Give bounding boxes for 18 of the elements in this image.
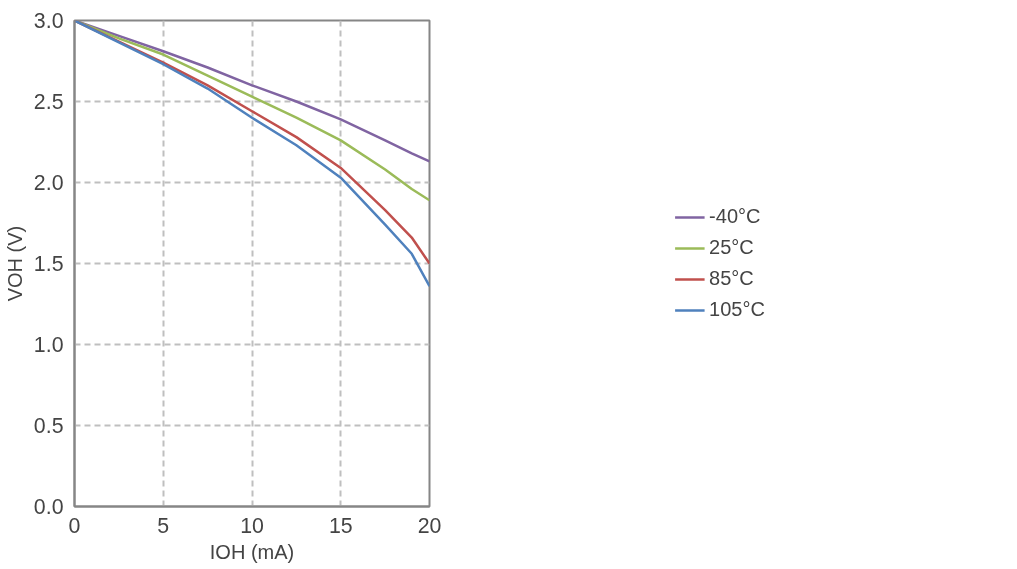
legend-label: 105°C [709, 298, 765, 321]
x-axis-title: IOH (mA) [209, 540, 295, 563]
y-tick-label: 3.0 [33, 9, 64, 33]
y-tick-label: 2.5 [33, 90, 64, 114]
legend-label: 85°C [709, 267, 754, 290]
y-tick-label: 0.0 [33, 495, 64, 519]
x-tick-label: 0 [68, 513, 81, 538]
y-tick-label: 2.0 [33, 171, 64, 195]
x-tick-label: 20 [417, 513, 442, 538]
legend-label: 25°C [709, 236, 754, 259]
y-tick-label: 1.0 [33, 333, 64, 357]
y-axis-title: VOH (V) [3, 225, 26, 302]
y-tick-label: 1.5 [33, 252, 64, 276]
legend-label: -40°C [709, 205, 761, 228]
y-tick-label: 0.5 [33, 414, 64, 438]
x-tick-label: 10 [240, 513, 264, 538]
x-tick-label: 5 [157, 513, 170, 538]
x-tick-label: 15 [328, 513, 353, 538]
